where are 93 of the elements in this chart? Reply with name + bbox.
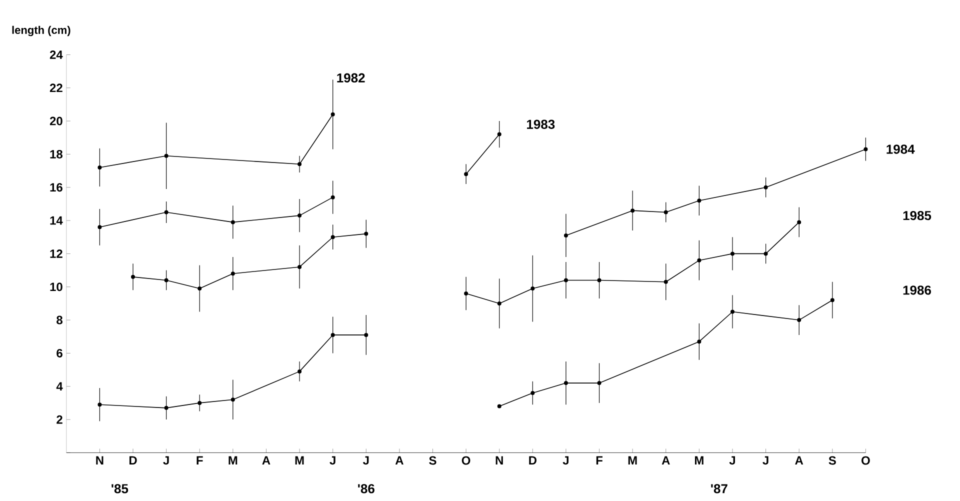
x-tick-label: J: [729, 456, 735, 465]
x-tick-label: F: [596, 456, 602, 464]
point: [697, 198, 702, 203]
y-tick-label: 10: [50, 282, 62, 292]
text: '87: [711, 484, 728, 494]
x-tick-label: J: [762, 456, 768, 465]
x-tick-label: M: [694, 456, 704, 464]
text: 1985: [903, 210, 932, 220]
text: 1982: [337, 73, 365, 83]
point: [364, 332, 368, 337]
point: [364, 232, 368, 236]
y-tick-label: 8: [56, 316, 62, 324]
x-tick-label: M: [628, 456, 637, 464]
text: 1983: [527, 120, 555, 129]
x-tick-label: F: [196, 456, 203, 464]
point: [697, 340, 702, 344]
x-tick-label: M: [295, 456, 304, 464]
point: [797, 220, 802, 224]
text: 1986: [903, 286, 931, 295]
point: [664, 210, 668, 214]
point: [164, 210, 168, 214]
point: [230, 398, 235, 402]
y-tick-label: 18: [50, 150, 62, 158]
point: [764, 185, 768, 190]
point: [164, 406, 168, 410]
x-tick-label: A: [795, 456, 804, 464]
point: [530, 286, 535, 291]
x-tick-label: J: [562, 456, 568, 465]
x-tick-label: D: [529, 456, 536, 464]
point: [330, 332, 335, 337]
y-tick-label: 16: [50, 183, 62, 192]
x-tick-label: N: [496, 456, 503, 464]
y-tick-label: 6: [56, 348, 62, 358]
text: '85: [112, 484, 128, 494]
y-tick-label: 20: [50, 116, 62, 126]
point: [530, 391, 535, 395]
point: [564, 381, 568, 386]
point: [597, 381, 602, 386]
point: [564, 278, 568, 282]
point: [730, 252, 734, 256]
x-tick-label: A: [662, 456, 670, 464]
point: [298, 214, 302, 218]
point: [664, 280, 668, 284]
point: [464, 172, 468, 176]
point: [98, 225, 102, 230]
point: [497, 301, 502, 306]
x-tick-label: N: [96, 456, 104, 464]
point: [131, 274, 136, 279]
point: [298, 369, 302, 374]
point: [198, 286, 202, 291]
point: [164, 154, 168, 158]
point: [330, 112, 335, 116]
point: [98, 402, 102, 407]
point: [298, 264, 302, 269]
x-tick-label: O: [862, 456, 870, 465]
y-tick-label: 4: [56, 382, 63, 390]
point: [697, 258, 702, 262]
y-axis-title: length (cm): [12, 26, 70, 36]
point: [98, 165, 102, 170]
x-tick-label: S: [429, 456, 436, 465]
point: [230, 220, 235, 224]
point: [864, 147, 868, 152]
point: [230, 272, 235, 276]
y-tick-label: 2: [56, 415, 62, 424]
point: [597, 278, 602, 282]
x-tick-label: M: [228, 456, 238, 464]
x-tick-label: J: [330, 456, 336, 465]
x-tick-label: S: [828, 456, 836, 465]
x-tick-label: O: [462, 456, 470, 465]
x-tick-label: J: [163, 456, 169, 465]
x-tick-label: A: [262, 456, 270, 464]
point: [630, 208, 635, 213]
x-tick-label: A: [395, 456, 404, 464]
point: [330, 195, 335, 200]
point: [764, 252, 768, 256]
point: [330, 235, 335, 240]
point: [198, 400, 202, 405]
text: '86: [358, 484, 374, 494]
x-tick-label: D: [129, 456, 137, 464]
y-tick-label: 24: [50, 50, 63, 59]
y-tick-label: 22: [50, 84, 62, 92]
point: [464, 292, 468, 296]
point: [730, 310, 734, 314]
point: [797, 318, 802, 322]
y-tick-label: 12: [50, 250, 62, 258]
y-tick-label: 14: [50, 216, 63, 225]
point: [164, 278, 168, 282]
series-label: 1984: [886, 144, 915, 154]
point: [497, 132, 502, 136]
point: [564, 233, 568, 238]
point: [830, 298, 834, 302]
point: [298, 162, 302, 166]
x-tick-label: J: [362, 456, 369, 465]
